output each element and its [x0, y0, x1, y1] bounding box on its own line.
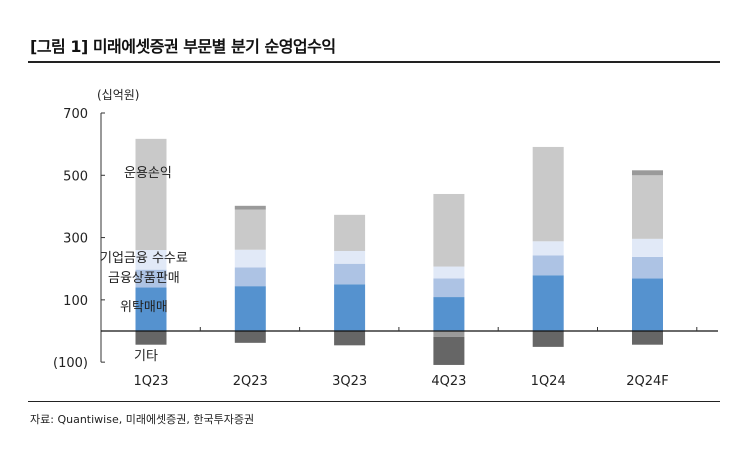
footer-divider	[28, 401, 720, 402]
x-tick-label: 3Q23	[332, 374, 367, 389]
bar-segment-기타-2Q23	[234, 331, 266, 343]
x-tick-label: 2Q23	[233, 374, 268, 389]
bar-segment-위탁매매-3Q23	[334, 284, 366, 331]
y-tick-label: (100)	[53, 356, 88, 371]
bar-segment-위탁매매-4Q23	[433, 297, 465, 331]
bar-segment-금융상품판매-1Q23	[135, 269, 167, 288]
bar-segment-운용손익-4Q23	[433, 193, 465, 267]
bar-segment-기업금융수수료-4Q23	[433, 266, 465, 279]
bar-segment-금융상품판매-2Q24F	[632, 256, 663, 279]
x-tick-label: 4Q23	[431, 374, 466, 389]
bar-segment-기업금융수수료-1Q23	[135, 250, 167, 270]
series-label: 위탁매매	[120, 300, 168, 315]
chart-title: [그림 1] 미래에셋증권 부문별 분기 순영업수익	[30, 37, 336, 56]
bar-segment-기업금융수수료-2Q24F	[632, 238, 663, 257]
bar-segment-운용손익-3Q23	[334, 214, 366, 251]
series-label: 운용손익	[124, 166, 172, 181]
bar-segment-위탁매매-1Q23	[135, 287, 167, 331]
series-label: 기타	[134, 349, 158, 364]
y-tick-label: 700	[63, 107, 88, 122]
bar-segment-운용손익-1Q23	[135, 138, 167, 251]
bar-segment-운용손익-1Q24	[532, 146, 564, 242]
x-tick-label: 1Q24	[531, 374, 566, 389]
y-tick-label: 100	[63, 294, 88, 309]
bar-segment-기업금융수수료-1Q24	[532, 241, 564, 256]
bar-segment-운용손익-2Q24F	[632, 175, 663, 239]
bar-segment-기타-3Q23	[334, 331, 366, 346]
bar-segment-series4-4Q23	[433, 331, 465, 337]
bar-segment-금융상품판매-1Q24	[532, 255, 564, 276]
bar-segment-기업금융수수료-2Q23	[234, 249, 266, 268]
bar-segment-금융상품판매-2Q23	[234, 267, 266, 287]
bar-segment-기업금융수수료-3Q23	[334, 250, 366, 264]
bar-segment-금융상품판매-4Q23	[433, 278, 465, 298]
bar-segment-금융상품판매-3Q23	[334, 263, 366, 285]
bar-segment-기타-4Q23	[433, 336, 465, 365]
bar-segment-위탁매매-2Q24F	[632, 278, 663, 331]
title-divider	[28, 61, 720, 63]
series-label: 기업금융 수수료	[100, 251, 188, 266]
y-tick-label: 300	[63, 232, 88, 247]
bar-segment-series4-2Q23	[234, 205, 266, 210]
bar-segment-기타-1Q23	[135, 331, 167, 345]
bar-segment-위탁매매-1Q24	[532, 275, 564, 331]
y-tick-label: 500	[63, 169, 88, 184]
bar-segment-기타-1Q24	[532, 331, 564, 347]
bar-segment-series4-2Q24F	[632, 170, 663, 176]
bar-segment-운용손익-2Q23	[234, 209, 266, 250]
bar-segment-기타-2Q24F	[632, 331, 663, 345]
series-label: 금융상품판매	[108, 271, 180, 286]
unit-label: (십억원)	[97, 88, 139, 102]
x-tick-label: 2Q24F	[626, 374, 669, 389]
source-note: 자료: Quantiwise, 미래에셋증권, 한국투자증권	[30, 413, 255, 426]
bar-segment-위탁매매-2Q23	[234, 286, 266, 331]
x-tick-label: 1Q23	[133, 374, 168, 389]
